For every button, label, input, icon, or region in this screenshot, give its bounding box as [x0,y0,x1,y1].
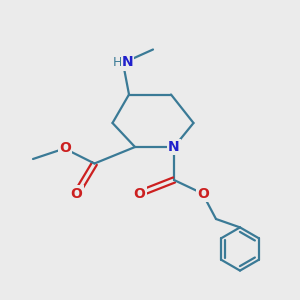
Text: O: O [59,141,71,155]
Text: O: O [134,187,146,200]
Text: N: N [168,140,180,154]
Text: N: N [122,56,133,69]
Text: H: H [113,56,122,69]
Text: O: O [197,187,209,200]
Text: O: O [70,187,83,200]
